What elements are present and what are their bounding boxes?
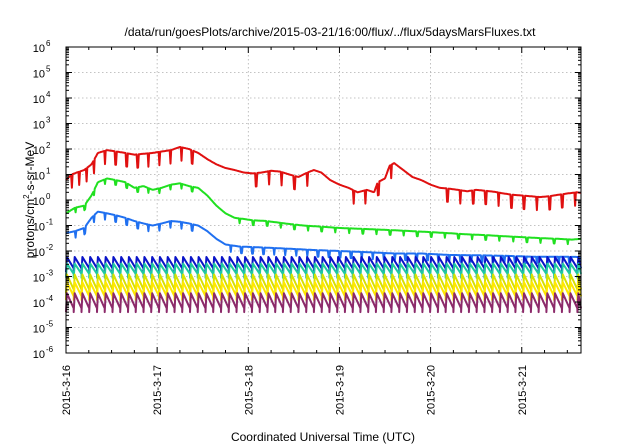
y-tick-label: 10 (33, 94, 45, 106)
y-tick-label-exp: 0 (46, 192, 51, 201)
y-tick-label-exp: -6 (46, 345, 54, 354)
y-axis: 10 -610 -510 -410 -310 -210 -110 010 110 210 310 41… (33, 39, 581, 361)
y-tick-label-exp: -1 (46, 218, 54, 227)
x-tick-label: 2015-3-18 (243, 365, 255, 415)
y-tick-label: 10 (33, 273, 45, 285)
y-tick-label: 10 (33, 298, 45, 310)
y-tick-label-exp: 2 (46, 141, 51, 150)
y-tick-label: 10 (33, 69, 45, 81)
x-tick-label: 2015-3-21 (517, 365, 529, 415)
y-tick-label-exp: -2 (46, 243, 54, 252)
y-tick-label-exp: 6 (46, 39, 51, 48)
series-group (65, 146, 582, 314)
chart-title: /data/run/goesPlots/archive/2015-03-21/1… (125, 25, 537, 39)
y-axis-label-sup: 2 (22, 194, 31, 199)
y-tick-label-exp: 3 (46, 116, 51, 125)
x-axis-label: Coordinated Universal Time (UTC) (231, 430, 415, 444)
y-tick-label: 10 (33, 145, 45, 157)
x-axis: 2015-3-16 2015-3-17 2015-3-18 2015-3-19 2015… (61, 47, 568, 415)
x-tick-label: 2015-3-19 (334, 365, 346, 415)
y-tick-label-exp: -4 (46, 294, 54, 303)
y-tick-label: 10 (33, 171, 45, 183)
y-tick-label-exp: -5 (46, 320, 54, 329)
series-line-8 (65, 292, 582, 314)
y-tick-label: 10 (33, 43, 45, 55)
x-tick-label: 2015-3-16 (61, 365, 73, 415)
series-line-1 (65, 146, 582, 212)
y-axis-label-part1: protons/cm (23, 199, 37, 258)
y-tick-label: 10 (33, 120, 45, 132)
x-tick-label: 2015-3-17 (152, 365, 164, 415)
series-line-2 (65, 177, 582, 246)
y-axis-label-part2: -s-sr-MeV (23, 142, 37, 195)
y-tick-label: 10 (33, 324, 45, 336)
series-line-5 (65, 262, 582, 279)
y-tick-label-exp: 5 (46, 65, 51, 74)
y-tick-label: 10 (33, 196, 45, 208)
y-tick-label: 10 (33, 222, 45, 234)
series-line-3 (65, 210, 582, 265)
x-tick-label: 2015-3-20 (426, 365, 438, 415)
y-tick-label-exp: 4 (46, 90, 51, 99)
y-tick-label: 10 (33, 349, 45, 361)
y-tick-label-exp: -3 (46, 269, 54, 278)
y-axis-label: protons/cm2-s-sr-MeV (22, 142, 37, 258)
y-tick-label-exp: 1 (46, 167, 51, 176)
y-tick-label: 10 (33, 247, 45, 259)
